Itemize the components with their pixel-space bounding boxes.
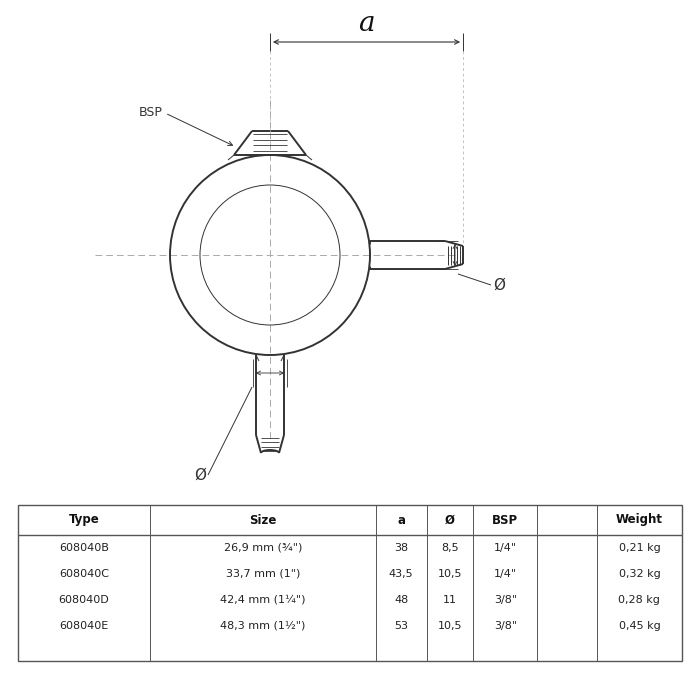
Text: 8,5: 8,5 [441,543,458,553]
Text: BSP: BSP [139,106,163,120]
Text: 3/8": 3/8" [494,595,517,605]
Text: 10,5: 10,5 [438,621,462,631]
Text: 48,3 mm (1½"): 48,3 mm (1½") [220,621,305,631]
Text: 53: 53 [394,621,408,631]
Text: 0,45 kg: 0,45 kg [619,621,660,631]
Text: 608040D: 608040D [59,595,109,605]
Text: 608040B: 608040B [59,543,109,553]
Text: 11: 11 [443,595,457,605]
Text: Size: Size [249,514,276,526]
Text: Ø: Ø [194,468,206,482]
Text: Weight: Weight [616,514,663,526]
Text: BSP: BSP [492,514,519,526]
Text: Ø: Ø [493,277,505,293]
Text: 26,9 mm (¾"): 26,9 mm (¾") [223,543,302,553]
Text: 48: 48 [394,595,408,605]
Text: 0,32 kg: 0,32 kg [619,569,660,579]
Text: 608040C: 608040C [59,569,109,579]
Text: 10,5: 10,5 [438,569,462,579]
Text: 42,4 mm (1¼"): 42,4 mm (1¼") [220,595,305,605]
Text: 1/4": 1/4" [494,543,517,553]
Text: 0,28 kg: 0,28 kg [619,595,660,605]
Text: 38: 38 [394,543,408,553]
Text: a: a [397,514,405,526]
Text: 33,7 mm (1"): 33,7 mm (1") [225,569,300,579]
Text: 1/4": 1/4" [494,569,517,579]
Text: 0,21 kg: 0,21 kg [619,543,660,553]
Text: 43,5: 43,5 [389,569,414,579]
Text: 608040E: 608040E [60,621,108,631]
Text: Ø: Ø [445,514,455,526]
Text: a: a [358,10,375,37]
Text: 3/8": 3/8" [494,621,517,631]
Text: Type: Type [69,514,99,526]
